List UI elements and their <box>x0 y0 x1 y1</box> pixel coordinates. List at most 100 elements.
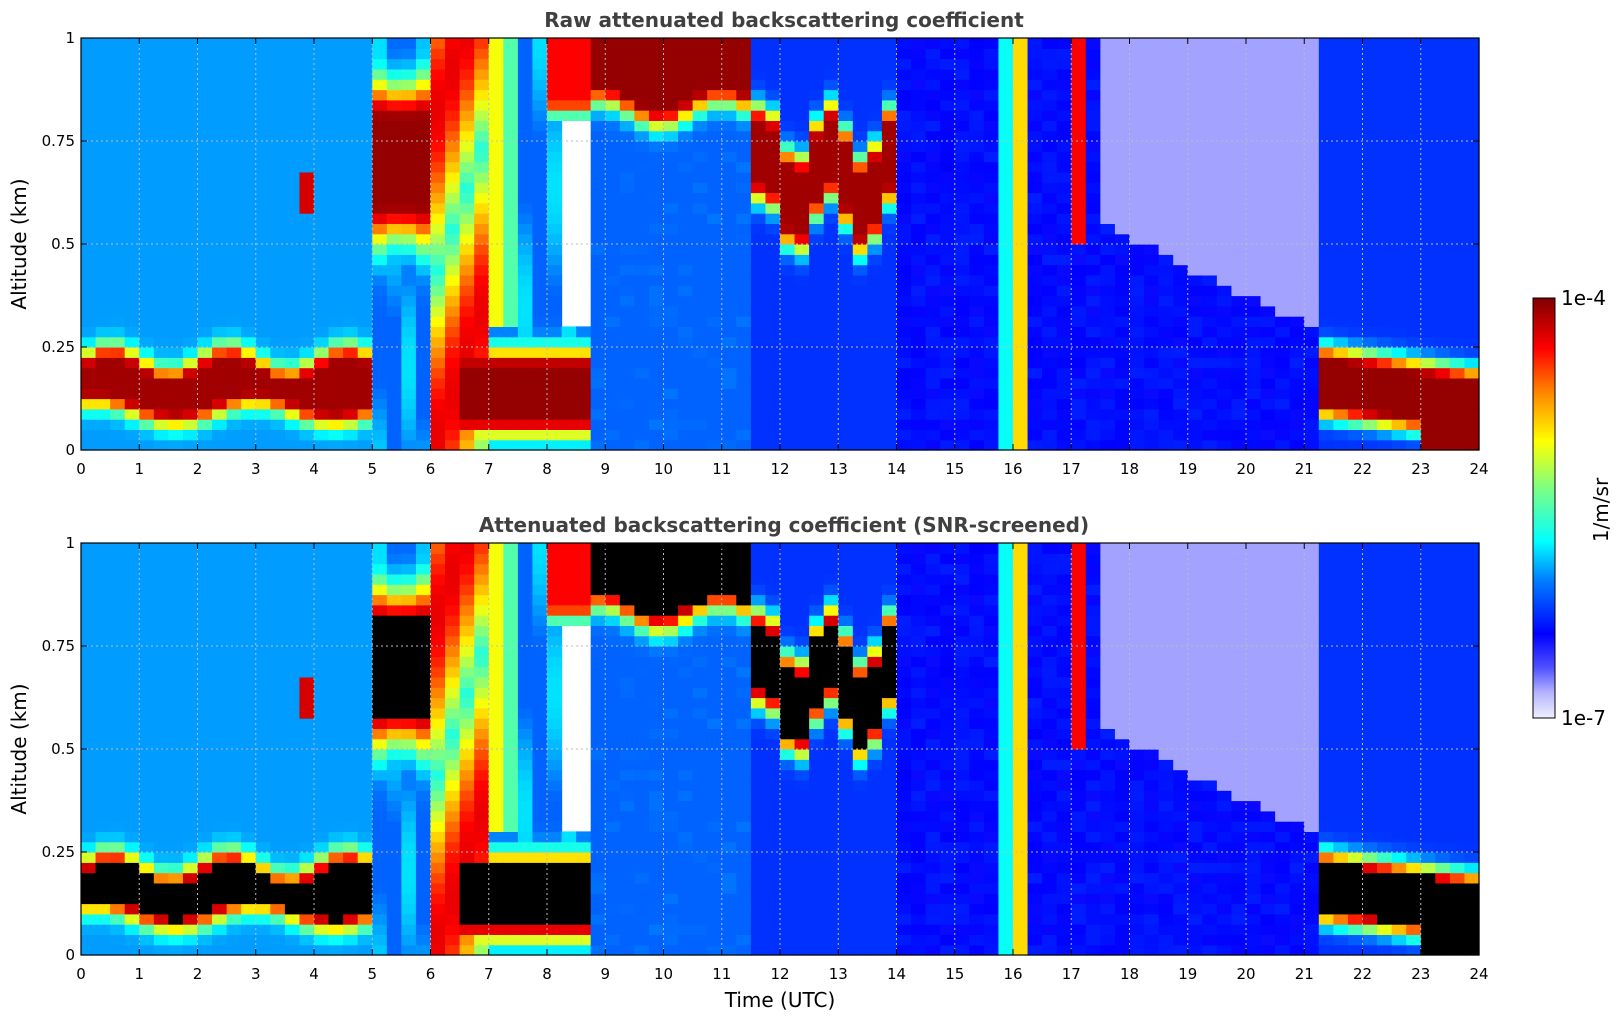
heatmap-cell <box>430 573 446 585</box>
heatmap-cell <box>983 110 1000 121</box>
heatmap-cell <box>1304 120 1320 132</box>
heatmap-cell <box>503 254 519 266</box>
heatmap-cell <box>1114 202 1131 214</box>
heatmap-cell <box>212 584 228 596</box>
heatmap-cell <box>386 99 402 111</box>
heatmap-cell <box>445 99 461 111</box>
heatmap-cell <box>81 223 97 235</box>
heatmap-cell <box>707 68 723 80</box>
heatmap-cell <box>969 408 985 420</box>
heatmap-cell <box>81 635 97 647</box>
heatmap-cell <box>343 872 359 884</box>
heatmap-cell <box>576 419 592 430</box>
heatmap-cell <box>226 367 242 379</box>
heatmap-cell <box>270 151 286 163</box>
heatmap-cell <box>299 738 315 750</box>
heatmap-cell <box>765 213 781 224</box>
heatmap-cell <box>386 347 402 358</box>
heatmap-cell <box>750 439 767 451</box>
heatmap-cell <box>168 264 184 276</box>
heatmap-cell <box>372 419 388 430</box>
heatmap-cell <box>1013 182 1029 194</box>
heatmap-cell <box>969 264 985 276</box>
heatmap-cell <box>459 68 475 80</box>
heatmap-cell <box>415 223 432 235</box>
heatmap-cell <box>765 233 781 245</box>
heatmap-cell <box>1216 305 1233 317</box>
heatmap-cell <box>998 347 1014 358</box>
heatmap-cell <box>255 316 271 327</box>
heatmap-cell <box>1362 326 1378 338</box>
heatmap-cell <box>1173 264 1189 276</box>
heatmap-cell <box>95 68 111 80</box>
heatmap-cell <box>1013 233 1029 245</box>
heatmap-cell <box>1202 202 1218 214</box>
heatmap-cell <box>474 213 490 224</box>
heatmap-cell <box>809 388 825 400</box>
heatmap-cell <box>1391 305 1407 317</box>
heatmap-cell <box>517 202 534 214</box>
heatmap-cell <box>1129 429 1145 441</box>
heatmap-cell <box>838 141 854 152</box>
heatmap-cell <box>95 656 111 668</box>
heatmap-cell <box>284 141 301 152</box>
heatmap-cell <box>1042 274 1058 286</box>
heatmap-cell <box>212 872 228 884</box>
heatmap-cell <box>357 615 373 626</box>
heatmap-cell <box>110 810 126 822</box>
heatmap-cell <box>736 141 752 152</box>
heatmap-cell <box>1391 110 1407 121</box>
heatmap-cell <box>139 749 155 760</box>
heatmap-cell <box>1173 316 1189 327</box>
heatmap-cell <box>954 377 970 389</box>
heatmap-cell <box>182 749 199 760</box>
heatmap-cell <box>663 223 679 235</box>
heatmap-cell <box>1013 357 1029 369</box>
heatmap-cell <box>750 367 767 379</box>
heatmap-cell <box>1085 202 1101 214</box>
heatmap-cell <box>809 213 825 224</box>
heatmap-cell <box>299 213 315 224</box>
heatmap-cell <box>153 759 169 771</box>
heatmap-cell <box>474 99 490 111</box>
heatmap-cell <box>925 274 941 286</box>
heatmap-cell <box>357 913 373 925</box>
heatmap-cell <box>503 398 519 410</box>
heatmap-cell <box>1420 367 1436 379</box>
heatmap-cell <box>838 305 854 317</box>
heatmap-cell <box>547 182 563 194</box>
heatmap-cell <box>1347 110 1364 121</box>
heatmap-cell <box>124 934 140 946</box>
heatmap-cell <box>1042 213 1058 224</box>
heatmap-cell <box>590 213 606 224</box>
heatmap-cell <box>124 89 140 101</box>
heatmap-cell <box>1187 429 1203 441</box>
heatmap-cell <box>736 233 752 245</box>
heatmap-cell <box>1391 79 1407 91</box>
heatmap-cell <box>430 790 446 802</box>
heatmap-cell <box>401 573 417 585</box>
heatmap-cell <box>314 274 330 286</box>
heatmap-cell <box>386 38 402 49</box>
heatmap-cell <box>1114 254 1131 266</box>
heatmap-cell <box>780 429 796 441</box>
heatmap-cell <box>430 233 446 245</box>
heatmap-cell <box>925 120 941 132</box>
heatmap-cell <box>1449 439 1466 451</box>
heatmap-cell <box>911 130 927 142</box>
heatmap-cell <box>619 347 635 358</box>
heatmap-cell <box>1318 285 1334 297</box>
heatmap-cell <box>692 48 708 60</box>
heatmap-cell <box>328 676 344 688</box>
heatmap-cell <box>692 68 708 80</box>
heatmap-cell <box>1173 233 1189 245</box>
heatmap-cell <box>1027 244 1043 255</box>
heatmap-cell <box>1114 130 1131 142</box>
heatmap-cell <box>838 38 854 49</box>
heatmap-cell <box>1347 285 1364 297</box>
heatmap-cell <box>343 821 359 832</box>
heatmap-cell <box>328 326 344 338</box>
heatmap-cell <box>1420 120 1436 132</box>
heatmap-cell <box>197 347 213 358</box>
heatmap-cell <box>241 388 257 400</box>
